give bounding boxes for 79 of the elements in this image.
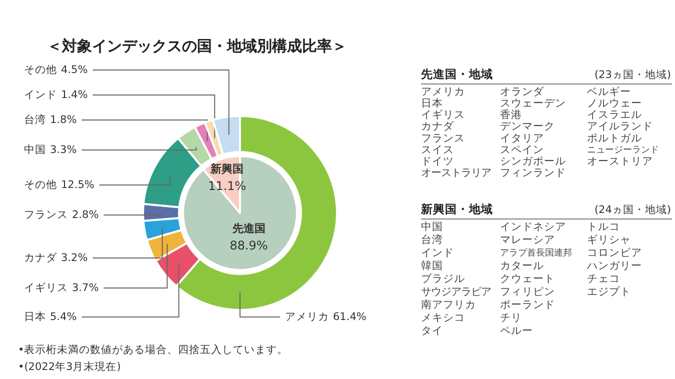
data-label: 12.5% [61, 178, 94, 191]
text: チリ [500, 312, 522, 324]
text: クウェート [500, 272, 555, 285]
text: ペルー [500, 324, 533, 337]
text: オーストリア [587, 155, 653, 168]
text: アラブ首長国連邦 [500, 247, 572, 258]
text: チェコ [587, 272, 620, 285]
text: ベルギー [587, 86, 631, 98]
slice-label: フランス [24, 208, 68, 221]
slice-label: インド [24, 88, 57, 101]
text: 台湾 [421, 232, 443, 246]
text: エジプト [587, 284, 631, 298]
data-label: 1.4% [61, 88, 88, 101]
text: オランダ [500, 86, 545, 98]
data-label: 3.3% [50, 144, 77, 156]
text: スイス [421, 144, 454, 156]
data-label: 1.8% [50, 114, 77, 126]
slice-label: その他 [24, 178, 57, 191]
text: スウェーデン [500, 97, 566, 110]
text: 中国 [421, 220, 443, 233]
data-label: 3.7% [72, 282, 99, 294]
data-label: 88.9% [230, 238, 268, 252]
text: インドネシア [500, 220, 566, 233]
text: 先進国・地域 [420, 67, 493, 82]
slice-label: 中国 [24, 142, 46, 156]
chart-title: ＜対象インデックスの国・地域別構成比率＞ [47, 37, 347, 56]
slice-label: 新興国 [210, 162, 244, 176]
slice-label: 先進国 [231, 222, 266, 236]
text: •(2022年3月末現在) [18, 360, 121, 373]
text: フィリピン [500, 286, 555, 298]
text: デンマーク [500, 120, 555, 133]
text: ブラジル [421, 272, 465, 285]
text: (23ヵ国・地域) [594, 68, 671, 81]
data-label: 4.5% [61, 64, 88, 76]
slice-label: アメリカ [285, 310, 329, 323]
text: ニュージーランド [587, 145, 659, 156]
text: イタリア [500, 132, 544, 144]
slice-label: その他 [24, 64, 57, 76]
text: (24ヵ国・地域) [594, 202, 671, 216]
data-label: 2.8% [72, 208, 99, 221]
text: オーストラリア [421, 167, 491, 180]
text: サウジアラビア [421, 286, 491, 298]
text: 韓国 [421, 258, 443, 272]
text: ポルトガル [587, 132, 642, 144]
text: カタール [500, 260, 544, 272]
text: アイルランド [587, 120, 653, 133]
slice-label: 台湾 [24, 112, 46, 126]
text: ハンガリー [586, 260, 642, 272]
data-label: 3.2% [61, 252, 88, 264]
slice-label: カナダ [24, 252, 58, 264]
text: 香港 [500, 108, 522, 122]
text: カナダ [421, 120, 455, 133]
text: ギリシャ [587, 234, 631, 246]
text: ドイツ [421, 155, 454, 168]
slice-label: 日本 [24, 310, 46, 323]
text: インド [421, 246, 454, 259]
text: シンガポール [500, 155, 566, 168]
text: 新興国・地域 [420, 202, 493, 216]
text: イギリス [421, 109, 465, 122]
slice-label: イギリス [24, 282, 68, 294]
text: アメリカ [421, 86, 465, 98]
text: ノルウェー [587, 97, 642, 110]
text: 日本 [421, 96, 443, 110]
data-label: 61.4% [333, 310, 366, 323]
data-label: 11.1% [208, 178, 246, 193]
text: フィンランド [500, 167, 566, 180]
text: イスラエル [587, 109, 642, 122]
text: ポーランド [500, 298, 555, 311]
text: トルコ [587, 220, 620, 233]
text: フランス [421, 132, 465, 144]
pie-slice [182, 155, 298, 271]
text: •表示桁未満の数値がある場合、四捨五入しています。 [18, 342, 288, 356]
text: タイ [421, 324, 443, 337]
text: メキシコ [421, 312, 465, 324]
text: コロンビア [587, 246, 642, 259]
data-label: 5.4% [50, 310, 77, 323]
text: マレーシア [500, 234, 555, 246]
text: 南アフリカ [421, 298, 476, 311]
text: スペイン [500, 144, 544, 156]
